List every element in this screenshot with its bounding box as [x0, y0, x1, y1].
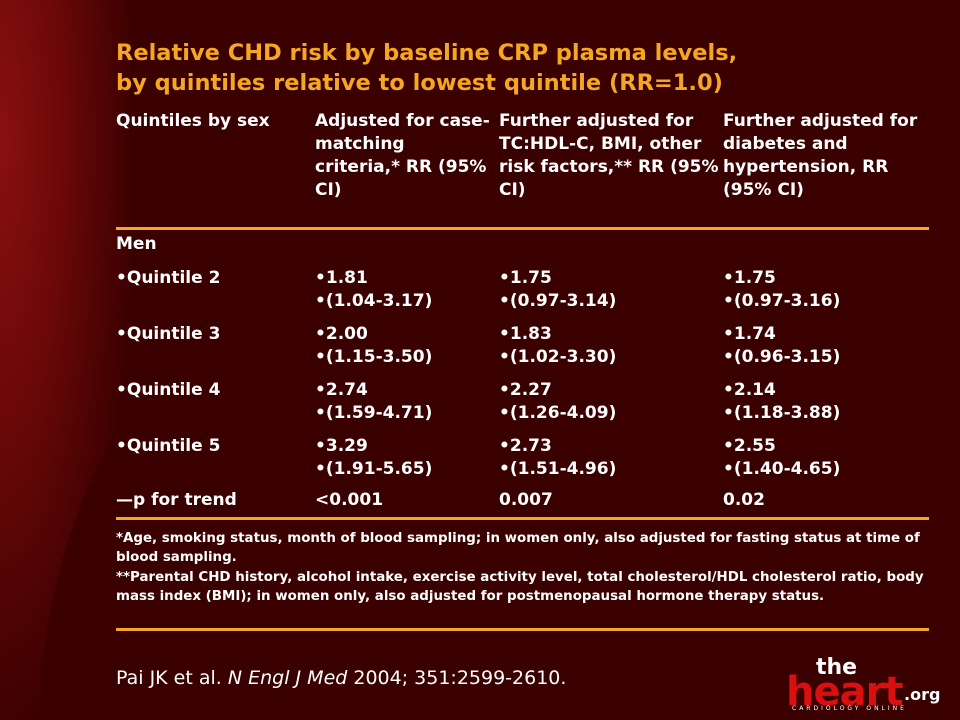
group-label: Men — [116, 234, 157, 254]
slide-title: Relative CHD risk by baseline CRP plasma… — [116, 38, 936, 98]
citation-authors: Pai JK et al. — [116, 667, 228, 689]
header-further-adjusted-diabetes: Further adjusted for diabetes and hypert… — [723, 111, 918, 200]
row-label: •Quintile 4 — [116, 380, 221, 400]
cell: •2.14 •(1.18-3.88) — [723, 380, 841, 423]
cell: •1.81 •(1.04-3.17) — [315, 268, 433, 311]
cell: •2.00 •(1.15-3.50) — [315, 324, 433, 367]
trend-value: 0.007 — [499, 490, 553, 510]
cell: •1.83 •(1.02-3.30) — [499, 324, 617, 367]
footnote-1: *Age, smoking status, month of blood sam… — [116, 531, 920, 566]
footnotes: *Age, smoking status, month of blood sam… — [116, 529, 929, 606]
header-quintiles: Quintiles by sex — [116, 111, 270, 131]
header-adjusted-case-matching: Adjusted for case-matching criteria,* RR… — [315, 111, 490, 200]
row-label: •Quintile 3 — [116, 324, 221, 344]
footnote-rule — [116, 628, 929, 631]
citation-ref: 2004; 351:2599-2610. — [347, 667, 567, 689]
trend-value: <0.001 — [315, 490, 384, 510]
title-line-1: Relative CHD risk by baseline CRP plasma… — [116, 40, 738, 66]
trend-value: 0.02 — [723, 490, 765, 510]
logo-heart: heart — [786, 669, 903, 715]
cell: •2.73 •(1.51-4.96) — [499, 436, 617, 479]
logo-the: the — [816, 655, 858, 680]
citation: Pai JK et al. N Engl J Med 2004; 351:259… — [116, 666, 566, 690]
header-rule — [116, 227, 929, 230]
logo-tagline: CARDIOLOGY ONLINE — [792, 705, 907, 712]
cell: •2.74 •(1.59-4.71) — [315, 380, 433, 423]
trend-rule — [116, 517, 929, 520]
theheart-logo: the heart .org CARDIOLOGY ONLINE — [786, 655, 940, 715]
citation-journal: N Engl J Med — [227, 667, 348, 689]
trend-label: —p for trend — [116, 490, 237, 510]
title-line-2: by quintiles relative to lowest quintile… — [116, 70, 723, 96]
row-label: •Quintile 5 — [116, 436, 221, 456]
header-further-adjusted-risk: Further adjusted for TC:HDL-C, BMI, othe… — [499, 111, 719, 200]
logo-org: .org — [904, 685, 941, 704]
cell: •2.55 •(1.40-4.65) — [723, 436, 841, 479]
cell: •1.75 •(0.97-3.16) — [723, 268, 841, 311]
row-label: •Quintile 2 — [116, 268, 221, 288]
footnote-2: **Parental CHD history, alcohol intake, … — [116, 569, 924, 604]
cell: •2.27 •(1.26-4.09) — [499, 380, 617, 423]
cell: •1.74 •(0.96-3.15) — [723, 324, 841, 367]
cell: •1.75 •(0.97-3.14) — [499, 268, 617, 311]
cell: •3.29 •(1.91-5.65) — [315, 436, 433, 479]
